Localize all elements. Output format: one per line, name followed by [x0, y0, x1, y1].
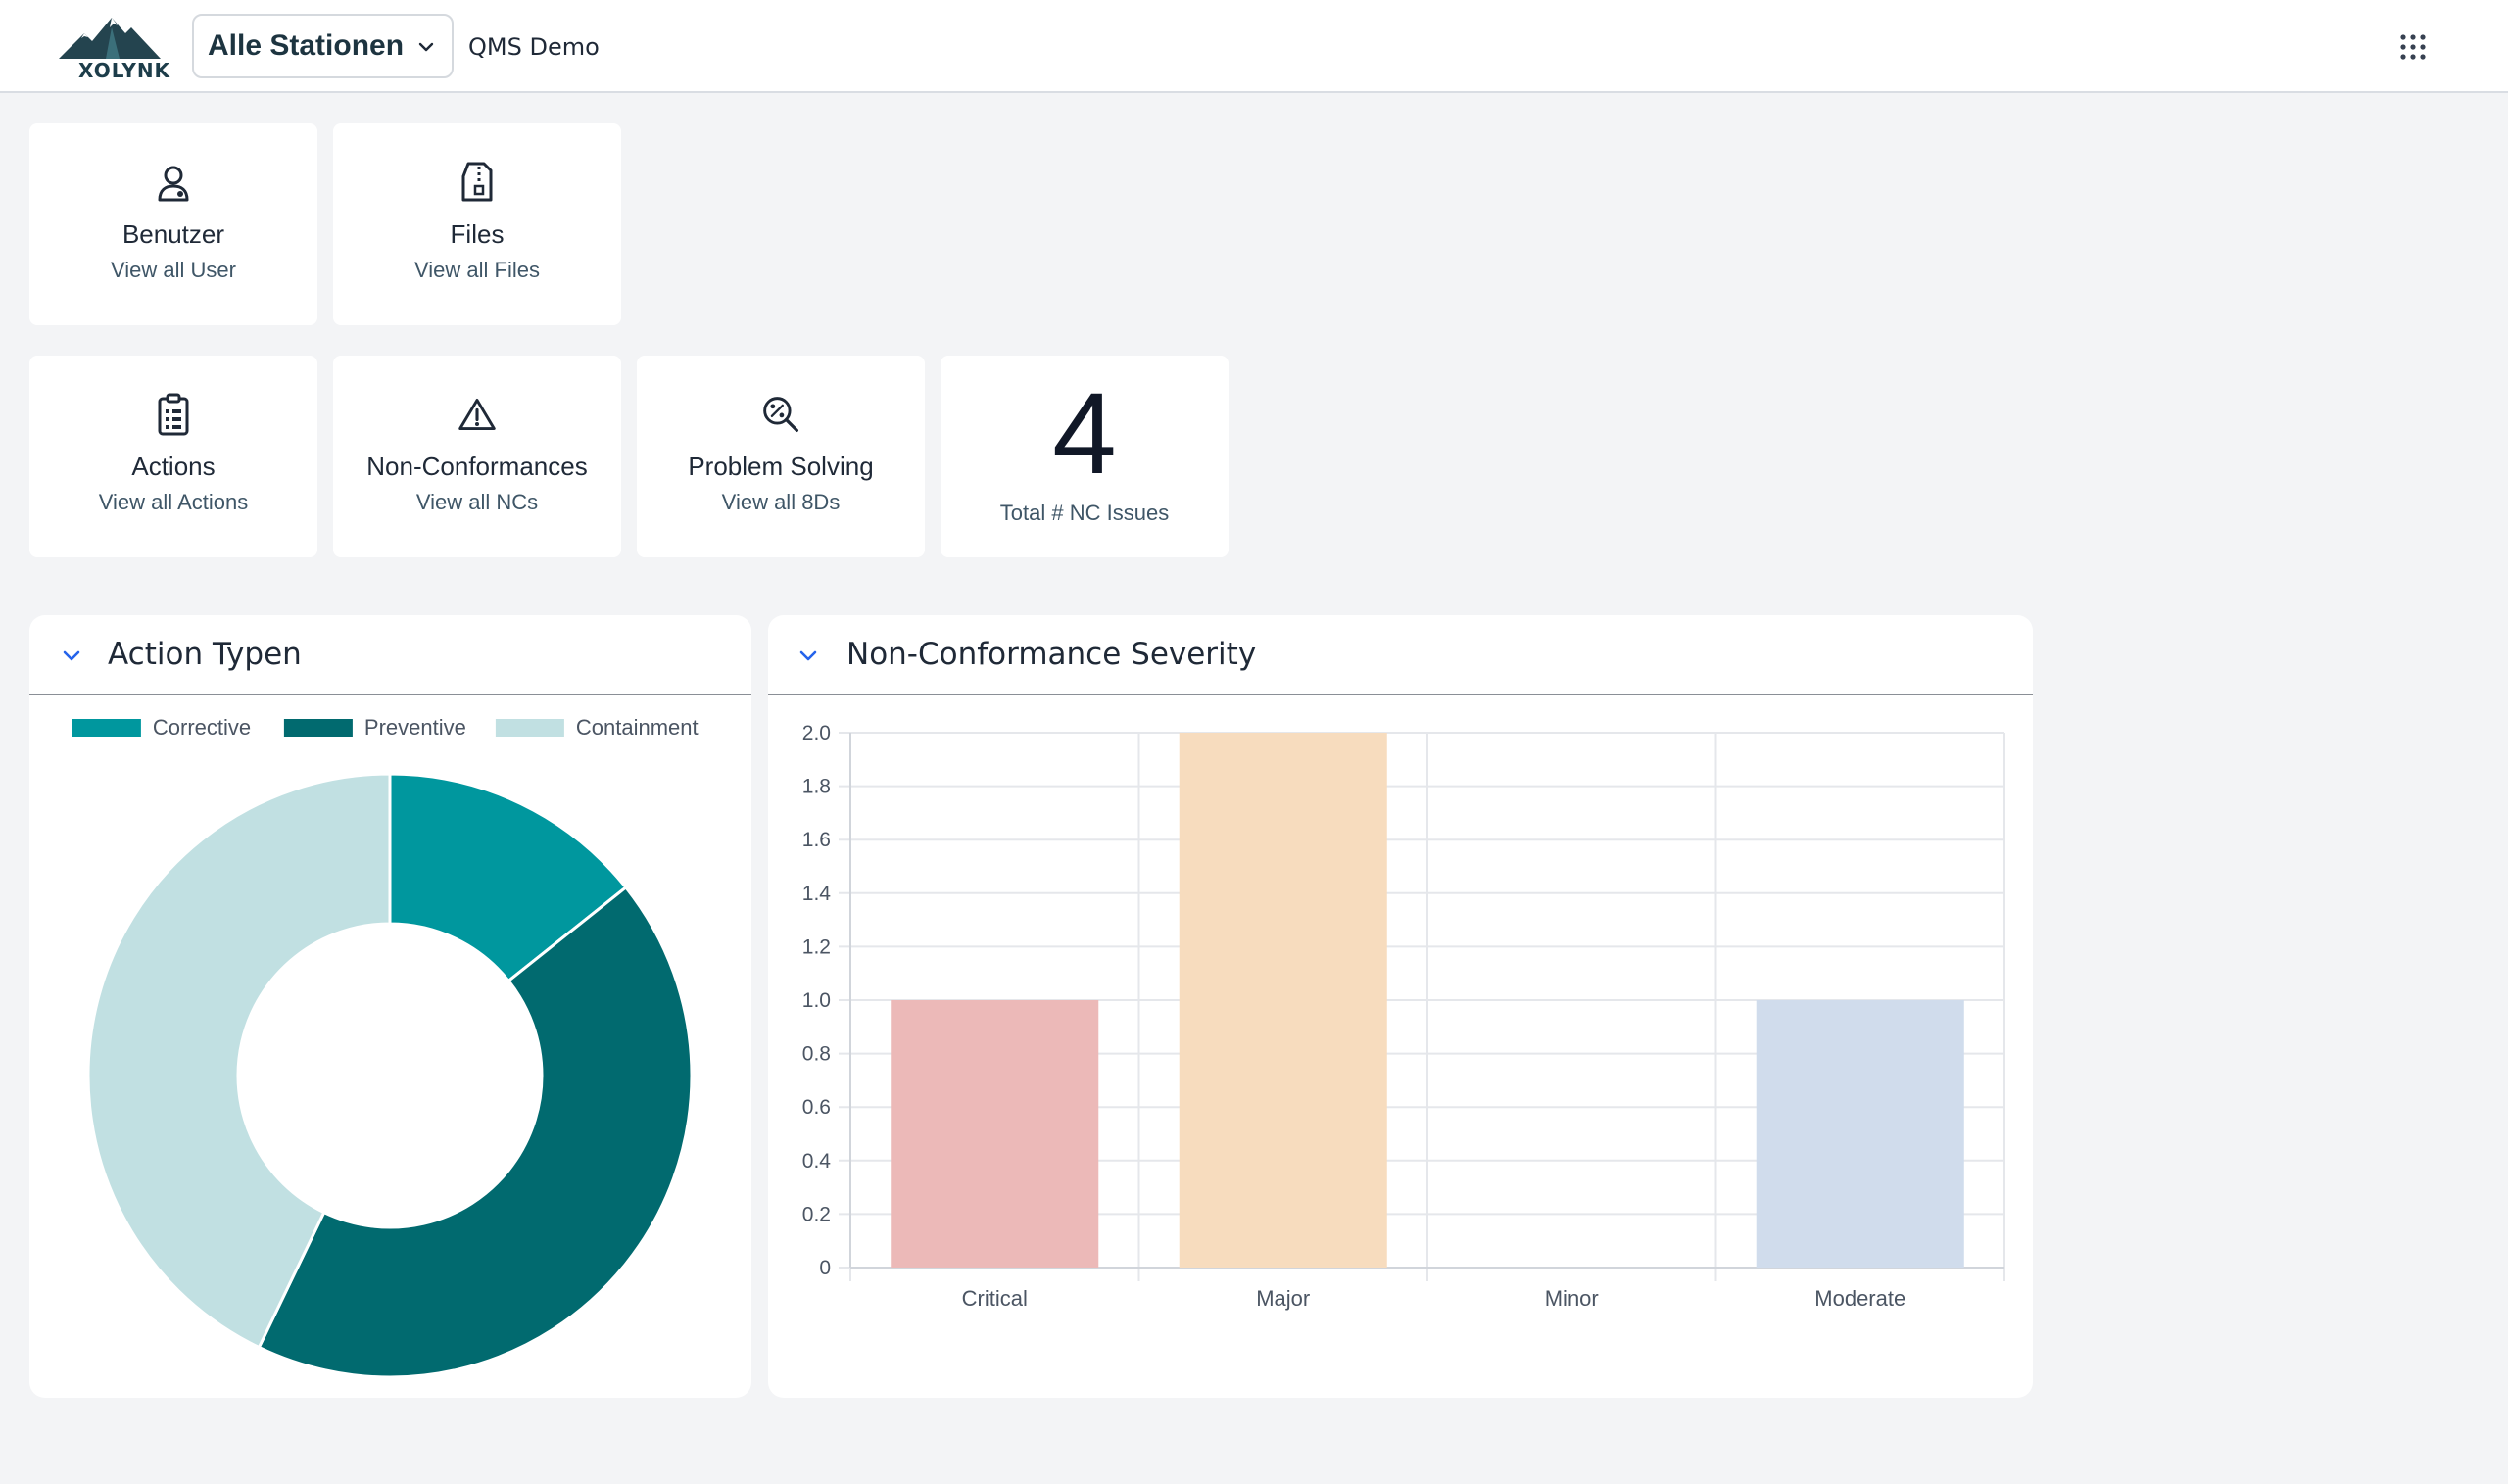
y-tick-label: 0.2 [802, 1203, 831, 1225]
grid-menu-icon[interactable] [2399, 33, 2427, 61]
tile-subtitle: View all 8Ds [721, 490, 841, 514]
x-tick-label: Major [1256, 1286, 1310, 1311]
tile-non-conformances[interactable]: Non-Conformances View all NCs [333, 356, 621, 557]
legend-label-preventive: Preventive [364, 715, 466, 740]
tile-subtitle: View all NCs [415, 490, 539, 514]
bar-major [1179, 733, 1387, 1268]
card-header: Action Typen [29, 615, 751, 695]
card-title: Action Typen [108, 637, 302, 672]
top-bar: XOLYNK Alle Stationen QMS Demo [0, 0, 2508, 93]
y-tick-label: 2.0 [802, 722, 831, 744]
tile-title: Files [450, 219, 505, 249]
y-tick-label: 0.8 [802, 1043, 831, 1066]
y-tick-label: 1.6 [802, 829, 831, 851]
donut-slice-corrective [388, 772, 628, 983]
action-types-donut-chart: Corrective Preventive Containment [72, 715, 699, 1379]
tile-title: Actions [131, 452, 216, 481]
y-tick-label: 1.4 [802, 883, 832, 905]
legend-swatch-containment [495, 719, 564, 737]
card-header: Non-Conformance Severity [768, 615, 2033, 695]
y-tick-label: 0.6 [802, 1096, 831, 1119]
tile-title: Problem Solving [688, 452, 874, 481]
nc-severity-card: Non-Conformance Severity 0 0.2 0.4 0.6 0.8 1.… [768, 615, 2033, 1398]
legend-swatch-preventive [283, 719, 353, 737]
tile-title: Non-Conformances [366, 452, 588, 481]
warning-icon [458, 393, 497, 436]
chevron-down-icon[interactable] [59, 643, 84, 668]
organization-name: QMS Demo [468, 33, 600, 61]
tile-subtitle: View all User [111, 258, 236, 282]
tile-problem-solving[interactable]: Problem Solving View all 8Ds [637, 356, 925, 557]
file-icon [458, 161, 497, 204]
station-selector[interactable]: Alle Stationen [192, 14, 454, 78]
bar-moderate [1756, 1000, 1964, 1268]
y-tick-label: 1.0 [802, 989, 831, 1012]
legend-label-corrective: Corrective [153, 715, 251, 740]
percent-search-icon [761, 393, 800, 436]
y-tick-label: 1.8 [802, 776, 831, 798]
nc-severity-bar-chart: 0 0.2 0.4 0.6 0.8 1.0 1.2 1.4 1.6 1.8 2.0 Critical M… [802, 722, 2005, 1311]
chevron-down-icon [418, 42, 434, 52]
clipboard-icon [154, 393, 193, 436]
tile-files[interactable]: Files View all Files [333, 123, 621, 325]
y-tick-label: 1.2 [802, 935, 831, 958]
tile-subtitle: View all Actions [98, 490, 249, 514]
y-tick-label: 0.4 [802, 1150, 832, 1173]
tile-benutzer[interactable]: Benutzer View all User [29, 123, 317, 325]
donut-slice-containment [86, 772, 392, 1350]
user-icon [154, 161, 193, 204]
legend-swatch-corrective [72, 719, 141, 737]
kpi-total-nc-issues[interactable]: 4 Total # NC Issues [940, 356, 1229, 557]
tile-subtitle: View all Files [414, 258, 540, 282]
kpi-value: 4 [1052, 369, 1117, 499]
legend-label-containment: Containment [576, 715, 699, 740]
donut-slice-preventive [257, 885, 694, 1379]
kpi-label: Total # NC Issues [999, 501, 1170, 525]
x-tick-label: Minor [1545, 1286, 1599, 1311]
chevron-down-icon[interactable] [796, 643, 821, 668]
y-tick-label: 0 [819, 1257, 831, 1279]
tile-title: Benutzer [121, 219, 225, 249]
tile-actions[interactable]: Actions View all Actions [29, 356, 317, 557]
x-tick-label: Critical [962, 1286, 1028, 1311]
x-tick-label: Moderate [1814, 1286, 1905, 1311]
mountain-logo-icon [59, 18, 161, 59]
station-selector-label: Alle Stationen [208, 29, 405, 62]
card-title: Non-Conformance Severity [846, 637, 1257, 672]
bar-critical [891, 1000, 1099, 1268]
action-types-card: Action Typen Corrective Preventive Contain… [29, 615, 751, 1398]
logo-text: XOLYNK [78, 59, 171, 82]
company-logo[interactable]: XOLYNK [55, 14, 171, 82]
